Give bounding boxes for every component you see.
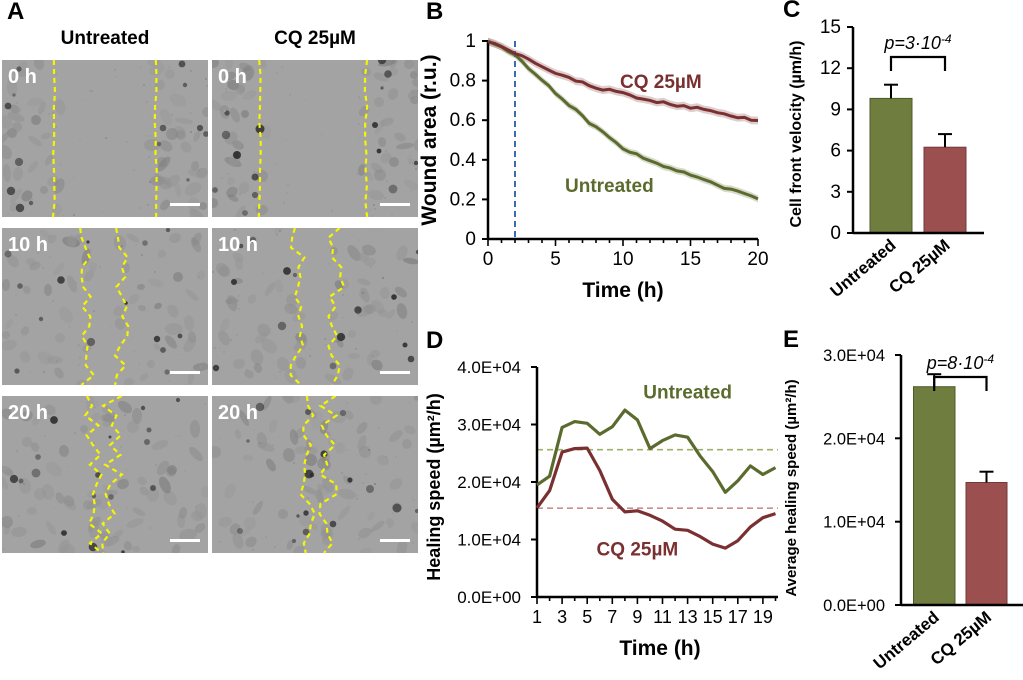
svg-text:0.0E+00: 0.0E+00 [823,597,885,615]
svg-text:20 h: 20 h [8,402,48,424]
svg-text:20 h: 20 h [218,402,258,424]
svg-text:3.0E+04: 3.0E+04 [823,347,885,365]
svg-text:Average healing speed (µm²/h): Average healing speed (µm²/h) [783,379,800,596]
svg-text:5: 5 [550,249,561,270]
svg-text:9: 9 [632,607,642,627]
svg-text:3: 3 [557,607,567,627]
svg-text:1: 1 [465,31,476,52]
svg-text:3: 3 [830,182,841,203]
svg-text:1: 1 [532,607,542,627]
svg-text:0.8: 0.8 [450,71,476,92]
svg-text:15: 15 [820,17,841,38]
svg-text:7: 7 [607,607,617,627]
svg-text:CQ 25µM: CQ 25µM [620,72,702,93]
svg-text:19: 19 [753,607,773,627]
svg-text:15: 15 [680,249,701,270]
svg-text:Untreated: Untreated [565,176,654,197]
svg-text:Time (h): Time (h) [619,637,700,660]
svg-text:Wound area (r.u.): Wound area (r.u.) [418,54,441,225]
svg-text:12: 12 [820,58,841,79]
svg-text:3.0E+04: 3.0E+04 [457,416,521,435]
svg-text:10: 10 [612,249,633,270]
svg-text:0.2: 0.2 [450,189,476,210]
svg-text:2.0E+04: 2.0E+04 [823,430,885,448]
svg-text:9: 9 [830,99,841,120]
svg-text:0: 0 [483,249,494,270]
svg-text:11: 11 [653,607,672,627]
svg-text:Healing speed (µm²/h): Healing speed (µm²/h) [424,393,444,580]
svg-text:6: 6 [830,141,841,162]
svg-text:0: 0 [830,223,841,244]
svg-text:1.0E+04: 1.0E+04 [457,531,521,550]
svg-text:20: 20 [747,249,768,270]
svg-text:0.4: 0.4 [450,150,477,171]
svg-text:0.6: 0.6 [450,110,476,131]
svg-text:Untreated: Untreated [643,383,732,404]
svg-text:5: 5 [582,607,592,627]
svg-text:0: 0 [465,229,476,250]
svg-text:1.0E+04: 1.0E+04 [823,514,885,532]
svg-text:CQ 25µM: CQ 25µM [597,540,679,561]
svg-text:0.0E+00: 0.0E+00 [457,588,521,607]
svg-text:13: 13 [678,607,698,627]
svg-text:15: 15 [703,607,723,627]
svg-text:Time (h): Time (h) [582,279,663,302]
svg-text:Cell front velocity (µm/h): Cell front velocity (µm/h) [788,40,805,227]
svg-text:4.0E+04: 4.0E+04 [457,358,521,377]
svg-text:17: 17 [728,607,748,627]
svg-text:2.0E+04: 2.0E+04 [457,473,521,492]
